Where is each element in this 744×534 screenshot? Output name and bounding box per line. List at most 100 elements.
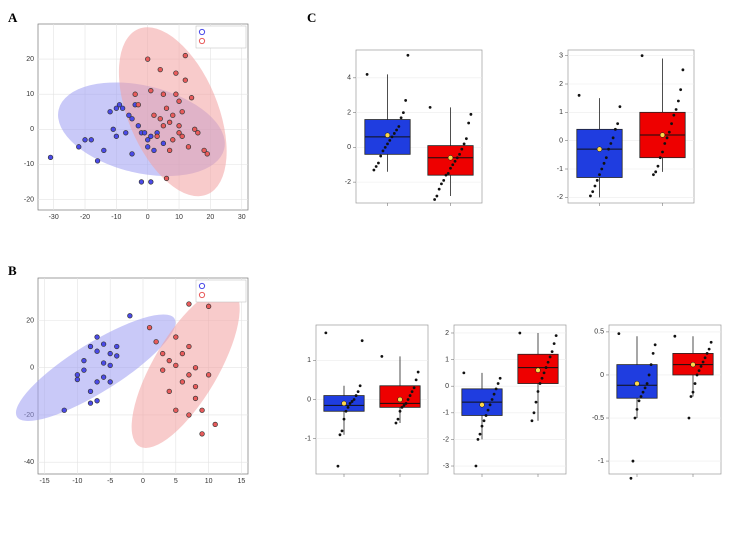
point-controls <box>145 144 151 150</box>
point-controls <box>110 126 116 132</box>
mean-marker-patients <box>535 367 541 373</box>
data-point-patients <box>544 366 548 369</box>
legend-box <box>195 279 247 303</box>
x-tick-label: 0 <box>141 478 145 485</box>
y-tick-label: -2 <box>345 179 351 186</box>
panel-letter-c: C <box>307 10 316 25</box>
data-point-controls <box>629 476 633 480</box>
data-point-patients <box>469 112 473 116</box>
data-point-patients <box>687 416 691 420</box>
x-tick-label: 20 <box>206 214 214 221</box>
y-tick-label: 0 <box>307 396 311 403</box>
data-point-patients <box>464 137 468 141</box>
point-controls <box>94 379 100 385</box>
point-patients <box>173 70 179 76</box>
data-point-controls <box>486 408 490 412</box>
point-controls <box>87 400 94 406</box>
boxplot-hydroxybutyrate: -1 0 1 <box>305 324 429 477</box>
y-tick-label: -0.5 <box>592 415 604 422</box>
y-tick-label: 4 <box>347 75 351 82</box>
data-point-controls <box>496 382 500 385</box>
data-point-controls <box>643 386 647 390</box>
point-patients <box>151 112 157 118</box>
data-point-controls <box>354 394 358 397</box>
data-point-patients <box>542 371 546 375</box>
data-point-patients <box>536 390 540 393</box>
point-patients <box>182 77 188 83</box>
y-tick-label: -20 <box>24 196 34 203</box>
data-point-patients <box>435 194 439 198</box>
data-point-controls <box>498 376 502 380</box>
data-point-controls <box>342 417 346 421</box>
point-patients <box>166 147 173 153</box>
y-tick-label: 2 <box>445 330 449 337</box>
data-point-controls <box>324 331 328 335</box>
point-controls <box>151 147 157 153</box>
point-controls <box>81 358 87 364</box>
data-point-controls <box>598 173 601 177</box>
point-patients <box>160 91 167 97</box>
data-point-patients <box>640 54 644 58</box>
point-controls <box>129 116 135 122</box>
data-point-controls <box>482 419 486 423</box>
x-tick-label: 15 <box>238 478 246 485</box>
point-patients <box>204 151 210 157</box>
data-point-patients <box>674 108 678 111</box>
point-controls <box>127 313 133 319</box>
data-point-patients <box>679 88 683 92</box>
y-tick-label: -2 <box>443 436 449 443</box>
data-point-patients <box>453 159 457 163</box>
panel-letter-a: A <box>8 10 18 25</box>
point-patients <box>145 56 151 62</box>
data-point-controls <box>591 190 595 194</box>
mean-marker-patients <box>690 361 696 368</box>
y-tick-label: 10 <box>26 91 34 98</box>
point-controls <box>135 123 141 129</box>
data-point-controls <box>381 149 385 153</box>
data-point-controls <box>611 136 615 140</box>
data-point-patients <box>467 121 471 125</box>
point-controls <box>74 372 81 378</box>
data-point-patients <box>462 142 466 146</box>
data-point-patients <box>410 390 414 394</box>
x-tick-label: 30 <box>238 214 246 221</box>
point-patients <box>205 372 212 378</box>
data-point-controls <box>589 194 592 198</box>
boxplot-glucose: -2 0 2 4 <box>345 49 483 206</box>
data-point-patients <box>442 178 446 182</box>
point-patients <box>146 324 153 331</box>
box-patients <box>379 385 421 408</box>
point-controls <box>100 374 107 380</box>
x-tick-label: 0 <box>146 214 150 221</box>
data-point-controls <box>399 116 403 120</box>
point-patients <box>157 116 163 122</box>
point-patients <box>163 175 170 182</box>
data-point-patients <box>402 403 406 407</box>
point-controls <box>113 105 120 111</box>
data-point-controls <box>600 167 604 171</box>
boxplot-unsaturated-lipids: -1 -0.5 0 0.5 <box>592 324 722 480</box>
data-point-controls <box>346 405 350 409</box>
point-controls <box>94 158 101 164</box>
y-tick-label: -1 <box>443 410 449 417</box>
point-patients <box>132 91 138 97</box>
point-controls <box>116 102 123 108</box>
data-point-patients <box>451 163 455 167</box>
y-tick-label: 0.5 <box>594 329 604 336</box>
point-patients <box>192 126 198 132</box>
data-point-controls <box>653 343 657 347</box>
point-patients <box>160 367 166 373</box>
data-point-controls <box>474 464 478 468</box>
data-point-patients <box>437 187 441 191</box>
data-point-patients <box>455 156 459 160</box>
data-point-controls <box>340 429 344 433</box>
point-patients <box>195 130 201 136</box>
point-patients <box>186 301 192 307</box>
point-patients <box>182 52 188 59</box>
data-point-patients <box>380 354 384 358</box>
data-point-patients <box>709 340 713 344</box>
data-point-patients <box>530 419 534 423</box>
plot-frame <box>608 324 722 475</box>
data-point-controls <box>616 122 620 126</box>
